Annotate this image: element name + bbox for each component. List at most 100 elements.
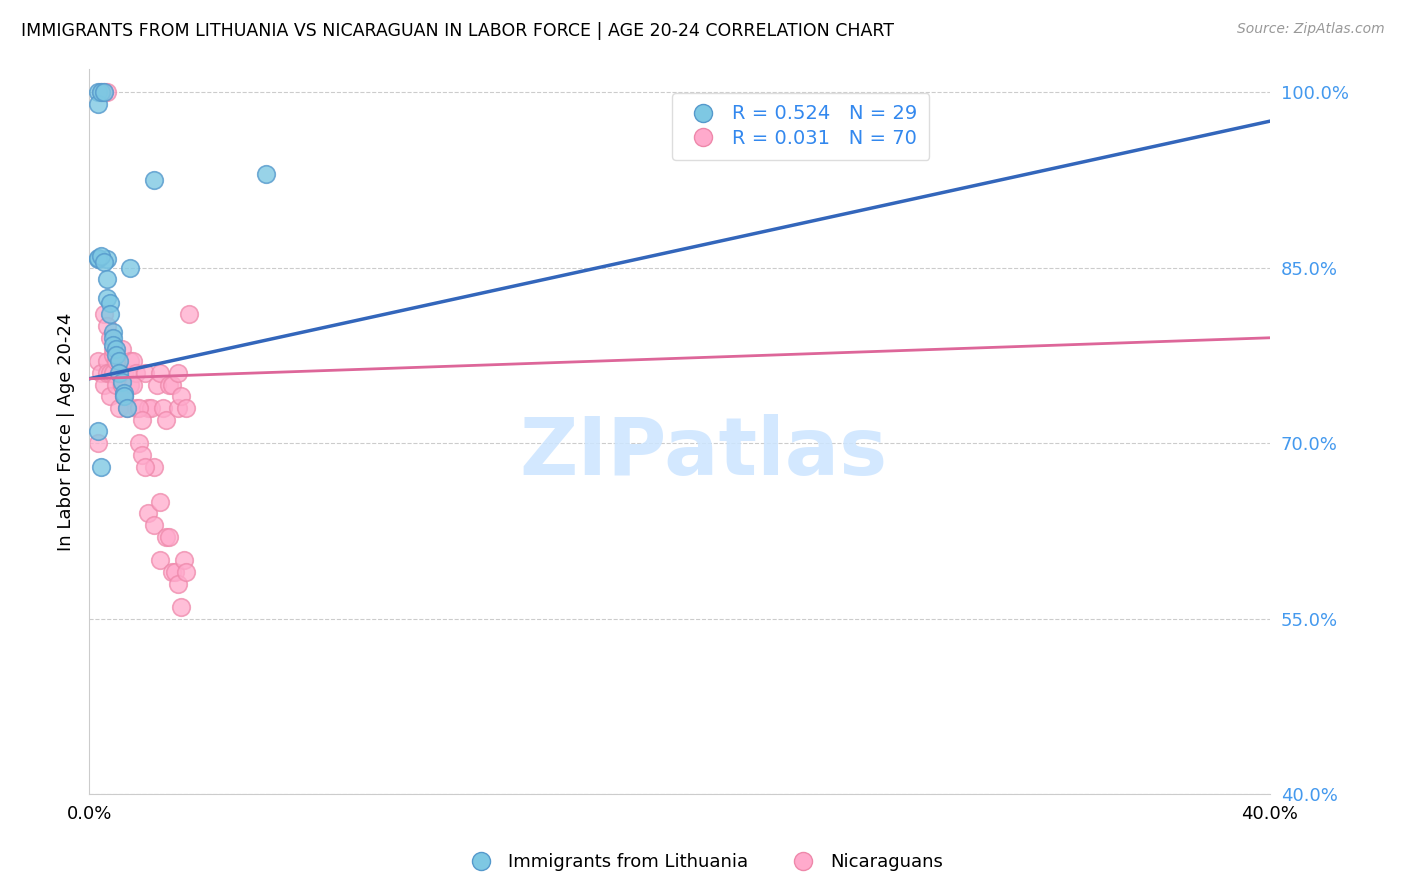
Point <box>107 366 129 380</box>
Point <box>101 325 124 339</box>
Point <box>98 366 121 380</box>
Point <box>93 254 115 268</box>
Point <box>90 459 112 474</box>
Point <box>139 401 162 415</box>
Point <box>143 173 166 187</box>
Point <box>155 530 177 544</box>
Point <box>176 565 198 579</box>
Point <box>166 401 188 415</box>
Point <box>117 401 139 415</box>
Point <box>143 518 166 533</box>
Point <box>155 413 177 427</box>
Point <box>107 401 129 415</box>
Point <box>110 377 132 392</box>
Point <box>104 348 127 362</box>
Point <box>93 307 115 321</box>
Point <box>179 307 201 321</box>
Point <box>160 565 183 579</box>
Point <box>101 331 124 345</box>
Point <box>114 366 136 380</box>
Point <box>143 459 166 474</box>
Point <box>87 96 110 111</box>
Legend: Immigrants from Lithuania, Nicaraguans: Immigrants from Lithuania, Nicaraguans <box>456 847 950 879</box>
Point <box>98 307 121 321</box>
Point <box>104 343 127 357</box>
Point <box>107 354 129 368</box>
Point <box>117 401 139 415</box>
Point <box>93 85 115 99</box>
Point <box>176 401 198 415</box>
Point <box>163 565 186 579</box>
Point <box>128 401 150 415</box>
Point <box>93 85 115 99</box>
Point <box>152 401 174 415</box>
Point <box>136 401 159 415</box>
Point <box>149 366 172 380</box>
Point <box>136 507 159 521</box>
Point <box>125 401 148 415</box>
Point <box>173 553 195 567</box>
Point <box>131 448 153 462</box>
Point <box>146 377 169 392</box>
Point <box>96 366 118 380</box>
Point <box>90 85 112 99</box>
Point <box>96 291 118 305</box>
Point <box>98 331 121 345</box>
Text: IMMIGRANTS FROM LITHUANIA VS NICARAGUAN IN LABOR FORCE | AGE 20-24 CORRELATION C: IMMIGRANTS FROM LITHUANIA VS NICARAGUAN … <box>21 22 894 40</box>
Point <box>128 436 150 450</box>
Point <box>98 295 121 310</box>
Point <box>114 389 136 403</box>
Point <box>160 377 183 392</box>
Y-axis label: In Labor Force | Age 20-24: In Labor Force | Age 20-24 <box>58 312 75 550</box>
Point <box>87 425 110 439</box>
Point <box>122 354 145 368</box>
Point <box>149 494 172 508</box>
Point <box>169 600 191 615</box>
Point <box>101 338 124 352</box>
Point <box>107 366 129 380</box>
Point <box>149 553 172 567</box>
Point <box>114 385 136 400</box>
Point <box>93 377 115 392</box>
Point <box>120 377 142 392</box>
Point <box>87 436 110 450</box>
Point <box>110 343 132 357</box>
Point <box>110 376 132 390</box>
Text: ZIPatlas: ZIPatlas <box>519 414 887 492</box>
Text: Source: ZipAtlas.com: Source: ZipAtlas.com <box>1237 22 1385 37</box>
Point <box>157 530 180 544</box>
Point <box>104 354 127 368</box>
Point <box>107 354 129 368</box>
Point <box>90 85 112 99</box>
Point <box>87 251 110 265</box>
Point <box>96 354 118 368</box>
Point <box>117 366 139 380</box>
Point <box>87 252 110 267</box>
Point <box>101 366 124 380</box>
Point <box>87 354 110 368</box>
Point <box>101 348 124 362</box>
Point <box>131 413 153 427</box>
Point <box>104 343 127 357</box>
Point <box>90 366 112 380</box>
Point <box>90 249 112 263</box>
Point <box>254 167 277 181</box>
Point <box>166 366 188 380</box>
Point <box>125 366 148 380</box>
Point <box>87 85 110 99</box>
Point <box>169 389 191 403</box>
Point <box>166 576 188 591</box>
Legend: R = 0.524   N = 29, R = 0.031   N = 70: R = 0.524 N = 29, R = 0.031 N = 70 <box>672 93 929 160</box>
Point <box>134 459 156 474</box>
Point <box>120 354 142 368</box>
Point <box>120 260 142 275</box>
Point <box>98 389 121 403</box>
Point <box>157 377 180 392</box>
Point <box>101 343 124 357</box>
Point <box>114 389 136 403</box>
Point <box>96 85 118 99</box>
Point <box>96 252 118 267</box>
Point <box>96 272 118 286</box>
Point <box>110 377 132 392</box>
Point <box>104 377 127 392</box>
